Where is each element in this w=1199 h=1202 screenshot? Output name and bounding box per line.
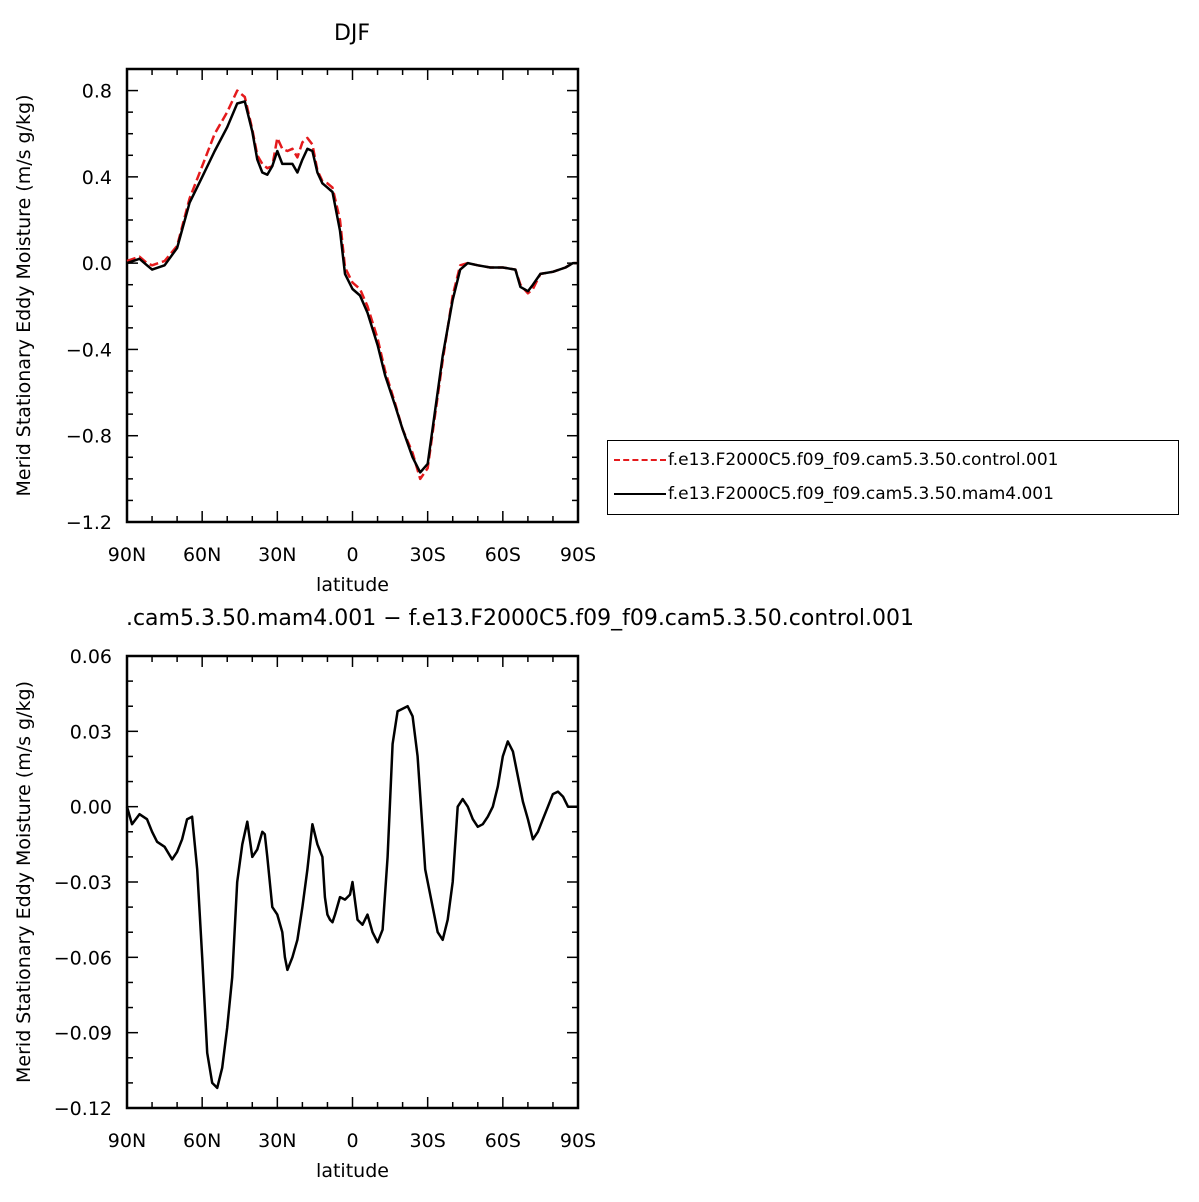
legend-swatch-dashed-red [614, 459, 666, 461]
y-tick-label: 0.03 [70, 721, 112, 743]
y-tick-label: −0.09 [54, 1023, 112, 1045]
x-tick-label: 60S [485, 1130, 521, 1152]
legend-label-mam4: f.e13.F2000C5.f09_f09.cam5.3.50.mam4.001 [668, 484, 1054, 504]
legend: f.e13.F2000C5.f09_f09.cam5.3.50.control.… [607, 440, 1179, 515]
x-tick-label: 0 [346, 544, 358, 566]
y-tick-label: −0.03 [54, 872, 112, 894]
y-tick-label: −0.8 [66, 426, 112, 448]
y-axis-label: Merid Stationary Eddy Moisture (m/s g/kg… [13, 95, 35, 497]
series-line-2-1 [125, 704, 578, 1090]
y-tick-label: −1.2 [66, 512, 112, 534]
x-tick-label: 30N [258, 544, 296, 566]
x-tick-label: 90S [560, 1130, 596, 1152]
y-tick-label: 0.8 [82, 81, 112, 103]
chart-title: DJF [334, 21, 370, 46]
y-tick-label: 0.4 [82, 167, 112, 189]
plot-frame [125, 67, 580, 524]
y-tick-label: −0.4 [66, 339, 112, 361]
legend-entry-mam4: f.e13.F2000C5.f09_f09.cam5.3.50.mam4.001 [614, 479, 1054, 509]
y-tick-label: 0.06 [70, 646, 112, 668]
y-tick-label: −0.12 [54, 1098, 112, 1120]
chart-title: .cam5.3.50.mam4.001 − f.e13.F2000C5.f09_… [126, 606, 914, 631]
y-tick-label: −0.06 [54, 947, 112, 969]
legend-label-control: f.e13.F2000C5.f09_f09.cam5.3.50.control.… [668, 450, 1059, 470]
y-tick-label: 0.0 [82, 253, 112, 275]
y-axis-label: Merid Stationary Eddy Moisture (m/s g/kg… [13, 681, 35, 1083]
x-axis-label: latitude [316, 1160, 389, 1182]
legend-entry-control: f.e13.F2000C5.f09_f09.cam5.3.50.control.… [614, 445, 1059, 475]
series-line-1-2 [126, 100, 578, 474]
x-tick-label: 90N [108, 1130, 146, 1152]
legend-swatch-solid-black [614, 493, 666, 495]
x-tick-label: 30S [410, 1130, 446, 1152]
y-tick-label: 0.00 [70, 797, 112, 819]
x-tick-label: 30S [410, 544, 446, 566]
x-axis-label: latitude [316, 574, 389, 596]
x-tick-label: 90S [560, 544, 596, 566]
series-line-1-1 [126, 89, 578, 481]
x-tick-label: 0 [346, 1130, 358, 1152]
x-tick-label: 60N [183, 1130, 221, 1152]
x-tick-label: 60N [183, 544, 221, 566]
x-tick-label: 30N [258, 1130, 296, 1152]
x-tick-label: 90N [108, 544, 146, 566]
x-tick-label: 60S [485, 544, 521, 566]
